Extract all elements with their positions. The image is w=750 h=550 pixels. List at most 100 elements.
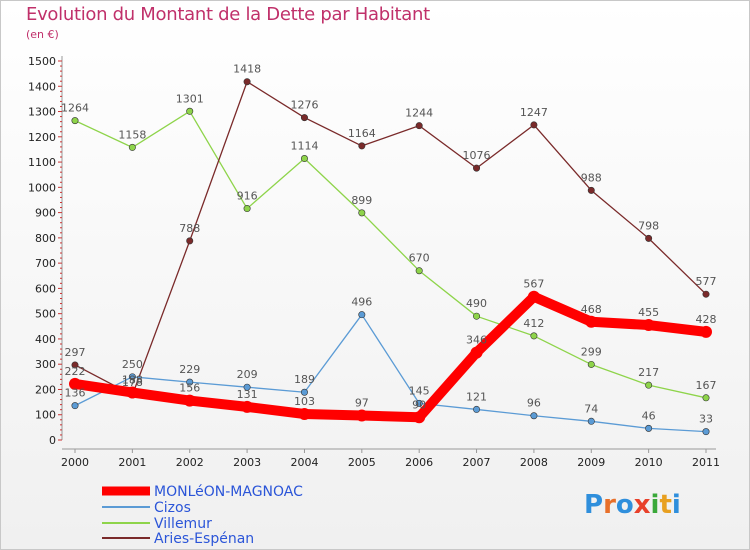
x-tick-label: 2011 [692, 456, 720, 469]
data-point [126, 386, 139, 399]
data-label: 412 [523, 317, 544, 330]
data-label: 96 [527, 397, 541, 410]
data-point [473, 312, 481, 320]
data-point [527, 290, 540, 303]
x-tick-label: 2006 [405, 456, 433, 469]
logo-letter: t [659, 490, 672, 520]
series-1 [71, 311, 710, 436]
y-tick-label: 0 [49, 434, 56, 447]
data-point [585, 315, 598, 328]
data-label: 496 [351, 296, 372, 309]
y-tick-label: 400 [35, 333, 56, 346]
data-label: 567 [523, 278, 544, 291]
chart-unit: (en €) [26, 28, 59, 41]
data-point [415, 122, 423, 130]
data-label: 788 [179, 222, 200, 235]
y-tick-label: 1200 [28, 131, 56, 144]
data-point [587, 360, 595, 368]
series-3 [71, 78, 710, 399]
legend-label: Villemur [154, 516, 212, 532]
data-label: 167 [696, 379, 717, 392]
series-layer [69, 78, 712, 436]
x-tick-label: 2000 [61, 456, 89, 469]
y-tick-label: 200 [35, 383, 56, 396]
data-point [71, 117, 79, 125]
data-point [587, 417, 595, 425]
data-label: 1301 [176, 92, 204, 105]
data-label: 217 [638, 366, 659, 379]
data-label: 916 [237, 190, 258, 203]
series-line [74, 81, 707, 396]
data-label: 299 [581, 345, 602, 358]
data-label: 156 [179, 382, 200, 395]
data-point [183, 394, 196, 407]
data-point [300, 114, 308, 122]
data-point [241, 400, 254, 413]
logo-letter: P [584, 490, 604, 520]
x-tick-label: 2009 [577, 456, 605, 469]
data-label: 74 [584, 402, 598, 415]
data-label: 468 [581, 303, 602, 316]
x-tick-label: 2010 [635, 456, 663, 469]
data-label: 297 [65, 346, 86, 359]
data-point [700, 325, 712, 338]
data-label: 222 [65, 365, 86, 378]
data-label: 1264 [61, 102, 89, 115]
series-line [74, 110, 707, 399]
data-point [298, 407, 311, 420]
data-point [530, 332, 538, 340]
data-label: 33 [699, 413, 713, 426]
y-tick-label: 1400 [28, 80, 56, 93]
data-label: 229 [179, 363, 200, 376]
series-line [70, 291, 711, 423]
y-tick-label: 1000 [28, 181, 56, 194]
data-label: 670 [409, 252, 430, 265]
y-tick-label: 500 [35, 308, 56, 321]
data-label: 346 [466, 334, 487, 347]
logo-letter: r [603, 490, 616, 520]
data-label: 1418 [233, 63, 261, 76]
data-point [530, 121, 538, 129]
axes: 0 100 200 300 400 500 600 700 800 900 1000 1100 1200… [28, 55, 720, 469]
legend-label: MONLéON-MAGNOAC [154, 484, 303, 500]
x-tick-label: 2001 [118, 456, 146, 469]
chart-title: Evolution du Montant de la Dette par Hab… [26, 4, 430, 25]
series-0 [69, 290, 712, 424]
logo-letter: o [615, 490, 634, 520]
data-label: 145 [409, 384, 430, 397]
data-label: 1276 [290, 99, 318, 112]
data-label: 1076 [463, 149, 491, 162]
data-point [473, 164, 481, 172]
data-label: 209 [237, 368, 258, 381]
y-tick-label: 800 [35, 232, 56, 245]
x-tick-label: 2008 [520, 456, 548, 469]
data-point [530, 412, 538, 420]
data-point [702, 290, 710, 298]
logo-letter: i [671, 490, 681, 520]
data-label: 455 [638, 306, 659, 319]
data-point [71, 361, 79, 369]
data-label: 131 [237, 388, 258, 401]
data-label: 121 [466, 390, 487, 403]
data-label: 577 [696, 275, 717, 288]
data-point [470, 346, 483, 359]
data-point [645, 381, 653, 389]
data-point [69, 377, 81, 390]
data-label: 1158 [118, 128, 146, 141]
data-point [358, 209, 366, 217]
data-point [71, 402, 79, 410]
data-point [702, 428, 710, 436]
y-tick-label: 100 [35, 409, 56, 422]
y-tick-label: 1500 [28, 55, 56, 68]
data-label: 178 [122, 376, 143, 389]
y-tick-label: 900 [35, 207, 56, 220]
data-label: 490 [466, 297, 487, 310]
data-label: 1164 [348, 127, 376, 140]
data-point [358, 311, 366, 319]
data-label: 1247 [520, 106, 548, 119]
data-point [300, 388, 308, 396]
data-point [300, 155, 308, 163]
y-tick-label: 1100 [28, 156, 56, 169]
